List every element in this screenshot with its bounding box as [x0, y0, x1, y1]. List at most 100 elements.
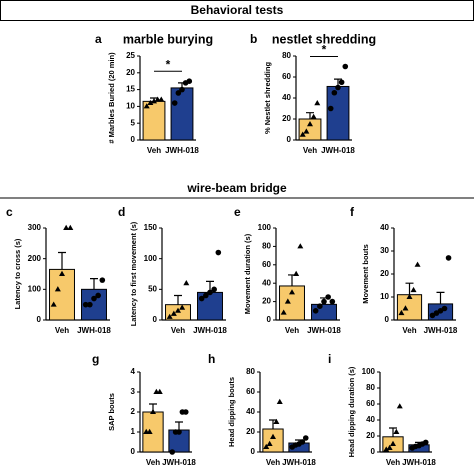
x-tick-label: Veh	[402, 326, 416, 335]
y-tick-label: 0	[385, 315, 390, 324]
y-tick-label: 0	[287, 135, 292, 144]
y-tick-label: 60	[282, 72, 291, 81]
data-point	[169, 449, 176, 455]
x-tick-label: Veh	[146, 458, 160, 467]
panel-label: f	[350, 205, 355, 219]
x-tick-label: Veh	[266, 458, 280, 467]
panel-label: a	[95, 32, 102, 46]
y-tick-label: 1	[131, 427, 136, 436]
y-tick-label: 20	[282, 114, 291, 123]
data-point	[297, 243, 304, 249]
y-tick-label: 200	[28, 254, 42, 263]
data-point	[410, 286, 417, 293]
data-point	[186, 78, 193, 84]
y-tick-label: 50	[148, 284, 157, 293]
data-point	[87, 301, 93, 308]
y-tick-label: 100	[258, 223, 272, 232]
data-point	[414, 261, 421, 267]
data-point	[393, 428, 400, 434]
data-point	[325, 294, 331, 300]
y-tick-label: 10	[380, 292, 389, 301]
y-tick-label: 20	[262, 297, 271, 306]
panel-label: c	[6, 205, 13, 219]
error-bar	[175, 421, 183, 430]
y-tick-label: 80	[262, 242, 271, 251]
significance: *	[322, 43, 327, 57]
data-point	[329, 298, 336, 305]
x-tick-label: Veh	[285, 326, 299, 335]
data-point	[270, 433, 276, 439]
y-tick-label: 300	[28, 223, 42, 232]
data-point	[342, 63, 349, 70]
error-bar	[405, 282, 414, 295]
bar	[170, 87, 194, 141]
y-axis-label: Head dipping duration (s)	[347, 366, 356, 457]
data-point	[327, 105, 334, 112]
y-tick-label: 0	[131, 135, 136, 144]
y-tick-label: 0	[153, 315, 158, 324]
data-point	[158, 96, 165, 102]
x-tick-label: JWH-018	[193, 326, 227, 335]
panel-label: b	[250, 32, 257, 46]
x-tick-label: JWH-018	[162, 458, 196, 467]
data-point	[263, 443, 270, 449]
error-bar	[288, 274, 296, 286]
data-point	[307, 121, 313, 127]
x-tick-label: JWH-018	[321, 146, 355, 155]
data-point	[166, 313, 173, 319]
y-tick-label: 20	[366, 431, 375, 440]
x-tick-label: Veh	[147, 146, 161, 155]
y-tick-label: 25	[126, 51, 135, 60]
y-tick-label: 15	[126, 85, 135, 94]
y-tick-label: 20	[246, 427, 255, 436]
error-bar	[389, 427, 397, 437]
data-point	[182, 409, 189, 415]
data-point	[91, 295, 97, 302]
data-point	[143, 103, 150, 109]
y-tick-label: 0	[131, 447, 136, 456]
data-point	[280, 309, 287, 315]
error-bar	[58, 251, 66, 270]
data-point	[396, 403, 403, 409]
x-tick-label: Veh	[303, 146, 317, 155]
y-tick-label: 20	[380, 269, 389, 278]
y-axis-label: Latency to cross (s)	[13, 238, 22, 309]
panel-label: g	[92, 352, 99, 366]
panel-title: nestlet shredding	[272, 32, 376, 46]
data-point	[183, 280, 190, 286]
x-tick-label: JWH-018	[77, 326, 111, 335]
data-point	[386, 444, 393, 450]
data-point	[175, 307, 181, 313]
x-tick-label: Veh	[386, 458, 400, 467]
data-point	[151, 98, 157, 104]
y-tick-label: 4	[131, 367, 136, 376]
data-point	[338, 79, 345, 86]
data-point	[95, 292, 101, 299]
x-tick-label: Veh	[171, 326, 185, 335]
data-point	[170, 310, 177, 316]
y-tick-label: 40	[366, 415, 375, 424]
y-tick-label: 0	[251, 447, 256, 456]
y-tick-label: 60	[366, 399, 375, 408]
y-axis-label: Latency to first movement (s)	[129, 221, 138, 326]
data-point	[171, 100, 178, 106]
panel-title: marble burying	[123, 32, 213, 46]
y-tick-label: 0	[267, 315, 272, 324]
error-bar	[306, 112, 314, 119]
y-tick-label: 150	[144, 223, 158, 232]
bar	[326, 85, 350, 141]
y-axis-label: # Marbles Buried (20 min)	[107, 52, 116, 144]
x-tick-label: JWH-018	[307, 326, 341, 335]
y-tick-label: 40	[262, 278, 271, 287]
data-point	[289, 289, 295, 295]
y-tick-label: 30	[380, 246, 389, 255]
panel-label: d	[118, 205, 125, 219]
bar	[49, 268, 75, 321]
data-point	[207, 289, 213, 296]
y-tick-label: 3	[131, 387, 136, 396]
error-bar	[174, 294, 182, 305]
y-tick-label: 5	[131, 118, 136, 127]
y-tick-label: 80	[246, 367, 255, 376]
